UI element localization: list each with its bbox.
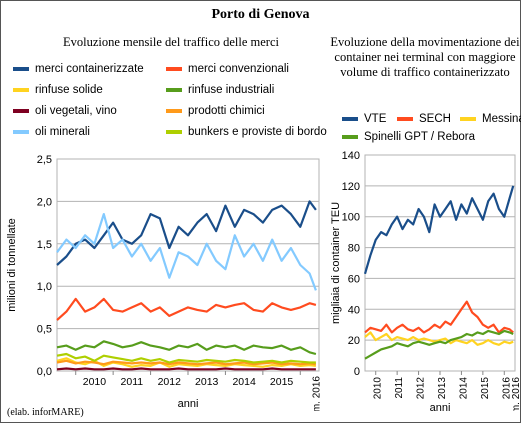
- series-line: [364, 331, 514, 346]
- x-tick-label: 2014: [458, 377, 469, 400]
- legend-label: rinfuse industriali: [188, 84, 275, 96]
- legend-label: VTE: [364, 113, 387, 125]
- y-tick-label: 1,0: [37, 281, 52, 293]
- legend-label: rinfuse solide: [35, 84, 103, 96]
- series-line: [364, 329, 514, 360]
- x-tick-label: 2010: [373, 377, 384, 400]
- y-tick-label: 2,0: [37, 196, 52, 208]
- x-tick-label: 2013: [437, 377, 448, 400]
- legend-swatch: [166, 87, 182, 92]
- x-tick-label: 2011: [121, 376, 144, 388]
- y-tick-label: 0,0: [37, 366, 52, 378]
- legend-label: oli minerali: [35, 126, 90, 138]
- legend-swatch: [166, 108, 182, 113]
- series-line: [363, 185, 515, 275]
- legend-item: bunkers e proviste di bordo: [166, 126, 327, 138]
- series-line: [56, 212, 317, 291]
- y-tick-label: 140: [342, 150, 360, 162]
- series-line: [56, 359, 317, 366]
- legend-item: merci containerizzate: [13, 63, 144, 75]
- left-legend: merci containerizzate merci convenzional…: [13, 63, 333, 143]
- legend-swatch: [342, 116, 358, 121]
- y-tick-label: 40: [348, 304, 360, 316]
- legend-swatch: [397, 116, 413, 121]
- legend-label: SECH: [419, 113, 451, 125]
- x-tick-label: 2012: [416, 377, 427, 400]
- y-tick-label: 100: [342, 212, 360, 224]
- legend-item: rinfuse solide: [13, 84, 103, 96]
- legend-item: Spinelli GPT / Rebora: [342, 131, 475, 143]
- x-tick-label: I°sem. 2016: [312, 376, 323, 411]
- y-tick-label: 2,5: [37, 154, 52, 166]
- legend-label: merci containerizzate: [35, 63, 144, 75]
- legend-item: VTE: [342, 113, 386, 125]
- series-line: [56, 352, 316, 364]
- y-tick-label: 0: [354, 366, 360, 378]
- y-tick-label: 80: [348, 243, 360, 255]
- legend-label: Spinelli GPT / Rebora: [364, 131, 476, 143]
- legend-item: merci convenzionali: [166, 63, 289, 75]
- credit-note: (elab. inforMARE): [7, 407, 84, 418]
- y-axis-label: migliaia di container TEU: [331, 202, 342, 324]
- x-axis-label: anni: [430, 402, 451, 411]
- series-line: [56, 200, 317, 266]
- left-line-chart: 0,0 0,5 1,0 1,5 2,0 2,5 2010 2011 2012 2013 2014 20…: [6, 154, 323, 411]
- legend-label: oli vegetali, vino: [35, 105, 117, 117]
- legend-swatch: [342, 134, 358, 139]
- right-chart-title: Evoluzione della movimentazione dei cont…: [330, 35, 520, 79]
- series-line: [56, 340, 317, 356]
- legend-item: oli vegetali, vino: [13, 105, 117, 117]
- legend-item: oli minerali: [13, 126, 90, 138]
- y-tick-label: 20: [348, 335, 360, 347]
- x-tick-label: 2013: [195, 376, 219, 388]
- legend-label: Messina: [482, 113, 521, 125]
- page-title: Porto di Genova: [211, 7, 310, 22]
- legend-swatch: [13, 87, 29, 92]
- x-axis-label: anni: [178, 398, 199, 410]
- legend-item: Messina: [460, 113, 521, 125]
- legend-swatch: [13, 108, 29, 113]
- x-tick-label: I°sem. 2016: [511, 377, 520, 411]
- x-tick-label: 2015: [480, 377, 491, 400]
- legend-label: prodotti chimici: [188, 105, 265, 117]
- y-tick-label: 0,5: [37, 324, 52, 336]
- y-tick-label: 120: [342, 181, 360, 193]
- y-axis-label: milioni di tonnellate: [6, 218, 18, 312]
- legend-swatch: [166, 66, 182, 71]
- legend-label: bunkers e proviste di bordo: [188, 126, 327, 138]
- series-line: [364, 300, 514, 334]
- x-tick-label: 2014: [232, 376, 256, 388]
- left-chart-title: Evoluzione mensile del traffico delle me…: [62, 35, 279, 49]
- legend-label: merci convenzionali: [188, 63, 289, 75]
- legend-item: SECH: [397, 113, 451, 125]
- legend-item: prodotti chimici: [166, 105, 265, 117]
- x-tick-label: 2015: [270, 376, 294, 388]
- right-legend: VTE SECH Messina Spinelli GPT / Rebora: [342, 113, 521, 147]
- right-line-chart: 0 20 40 60 80 100 120 140 2010 2011 2012 2013 2014 20…: [331, 150, 520, 411]
- x-tick-label: 2012: [158, 376, 182, 388]
- series-line: [56, 297, 317, 321]
- legend-item: rinfuse industriali: [166, 84, 274, 96]
- legend-swatch: [13, 129, 29, 134]
- x-tick-label: 2010: [83, 376, 107, 388]
- legend-swatch: [13, 66, 29, 71]
- y-tick-label: 60: [348, 273, 360, 285]
- series-line: [56, 367, 316, 371]
- legend-swatch: [166, 129, 182, 134]
- x-tick-label: 2016: [501, 377, 512, 400]
- legend-swatch: [460, 116, 476, 121]
- plot-frame: [364, 154, 516, 372]
- y-tick-label: 1,5: [37, 239, 52, 251]
- plot-frame: [56, 158, 320, 372]
- x-tick-label: 2011: [394, 377, 405, 399]
